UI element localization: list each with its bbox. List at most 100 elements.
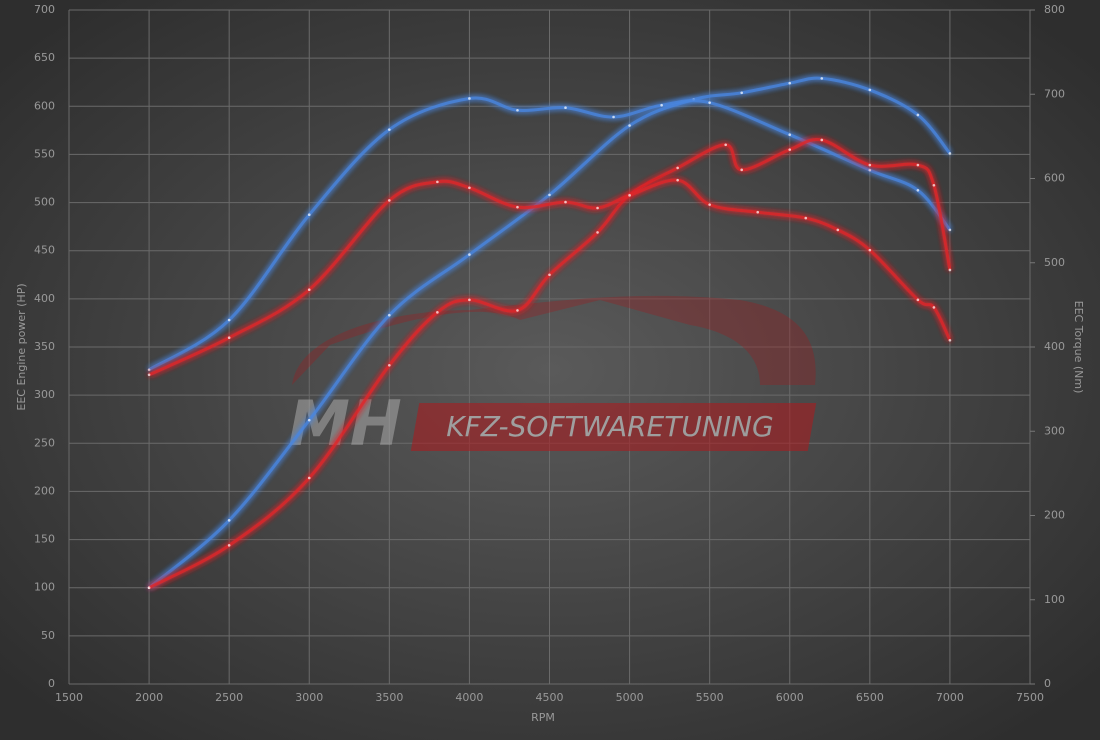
x-tick-label: 7000: [936, 691, 964, 704]
y-tick-label: 550: [34, 147, 55, 160]
x-tick-label: 2000: [135, 691, 163, 704]
point: [916, 113, 920, 117]
point: [916, 188, 920, 192]
y2-tick-label: 200: [1044, 509, 1065, 522]
point: [548, 193, 551, 197]
point: [307, 288, 311, 292]
y2-tick-label: 600: [1044, 172, 1065, 185]
series-line: [148, 96, 952, 372]
point: [676, 178, 679, 182]
point: [468, 97, 471, 100]
point: [307, 213, 311, 217]
point: [564, 200, 567, 204]
x-tick-label: 5500: [696, 691, 724, 704]
point: [660, 103, 663, 107]
y-axis-label: EEC Engine power (HP): [15, 283, 28, 410]
point: [227, 519, 231, 522]
point: [948, 152, 952, 155]
x-tick-label: 6000: [776, 691, 804, 704]
point: [916, 163, 920, 167]
point: [227, 336, 231, 340]
x-axis-label: RPM: [531, 711, 555, 724]
point: [388, 199, 391, 202]
point: [868, 248, 872, 252]
point: [468, 186, 471, 190]
point: [740, 91, 743, 95]
point: [788, 81, 792, 85]
y-tick-label: 200: [34, 484, 55, 497]
y-tick-label: 500: [34, 196, 55, 209]
point: [436, 180, 439, 184]
point: [612, 115, 615, 119]
point: [868, 168, 872, 172]
point: [756, 210, 760, 214]
y-tick-label: 50: [41, 629, 55, 642]
point: [516, 309, 519, 312]
point: [147, 373, 151, 377]
point: [788, 148, 792, 151]
point: [708, 203, 711, 206]
point: [740, 168, 743, 172]
point: [948, 338, 952, 342]
point: [227, 544, 231, 547]
point: [836, 228, 840, 232]
y-tick-label: 600: [34, 99, 55, 112]
point: [948, 268, 952, 272]
point: [436, 311, 439, 314]
point: [724, 143, 727, 147]
point: [548, 273, 551, 277]
x-tick-label: 4500: [536, 691, 564, 704]
y2-axis-label: EEC Torque (Nm): [1072, 301, 1085, 394]
point: [676, 166, 679, 170]
point: [820, 138, 824, 142]
point: [227, 318, 231, 322]
point: [596, 206, 599, 210]
point: [788, 133, 792, 136]
y-tick-label: 700: [34, 3, 55, 16]
point: [388, 363, 391, 367]
point: [804, 216, 808, 220]
series-line: [148, 76, 952, 589]
grid: [68, 9, 1031, 685]
point: [932, 306, 936, 309]
point: [468, 253, 471, 256]
y-tick-label: 350: [34, 340, 55, 353]
logo-swoosh: [292, 295, 816, 385]
point: [147, 368, 151, 372]
point: [468, 298, 471, 302]
y2-tick-label: 800: [1044, 3, 1065, 16]
y-tick-label: 250: [34, 436, 55, 449]
x-tick-label: 2500: [215, 691, 243, 704]
point: [388, 128, 391, 131]
point: [868, 88, 872, 92]
point: [564, 106, 567, 110]
logo-band: [410, 403, 817, 451]
x-tick-label: 3500: [375, 691, 403, 704]
point: [628, 124, 631, 127]
y-tick-label: 150: [34, 533, 55, 546]
x-tick-label: 1500: [55, 691, 83, 704]
y2-tick-label: 500: [1044, 256, 1065, 269]
point: [388, 313, 391, 317]
y-tick-label: 0: [48, 677, 55, 690]
y-tick-label: 450: [34, 244, 55, 257]
point: [596, 231, 599, 234]
point: [516, 108, 519, 112]
point: [516, 205, 519, 209]
x-tick-label: 3000: [295, 691, 323, 704]
y-tick-label: 650: [34, 51, 55, 64]
logo-text: KFZ-SOFTWARETUNING: [446, 410, 773, 443]
y-tick-label: 100: [34, 581, 55, 594]
point: [307, 418, 311, 422]
x-tick-label: 7500: [1016, 691, 1044, 704]
point: [868, 163, 872, 167]
x-tick-label: 5000: [616, 691, 644, 704]
point: [147, 586, 151, 590]
y2-tick-label: 300: [1044, 424, 1065, 437]
y2-tick-label: 100: [1044, 593, 1065, 606]
x-tick-label: 4000: [455, 691, 483, 704]
y2-tick-label: 0: [1044, 677, 1051, 690]
x-tick-label: 6500: [856, 691, 884, 704]
y-tick-label: 300: [34, 388, 55, 401]
